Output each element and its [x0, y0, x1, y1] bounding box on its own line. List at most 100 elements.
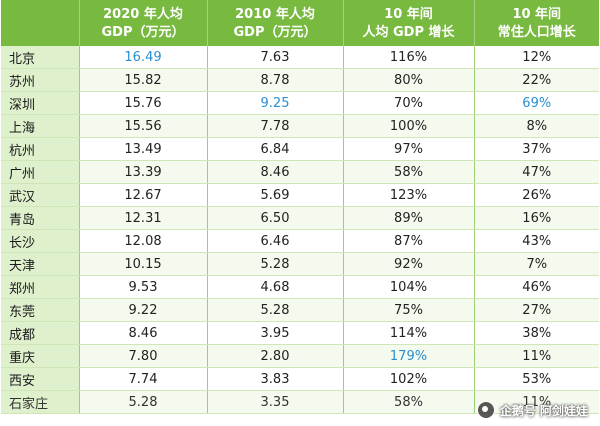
- gdp2010-cell: 2.80: [206, 344, 343, 368]
- pop-growth-cell: 69%: [473, 91, 599, 115]
- gdp-growth-cell: 80%: [342, 68, 474, 92]
- gdp2020-cell: 9.53: [78, 275, 207, 299]
- table-row: 广州 13.39 8.46 58% 47%: [1, 160, 599, 184]
- table-row: 重庆 7.80 2.80 179% 11%: [1, 344, 599, 368]
- table-body: 北京 16.49 7.63 116% 12% 苏州 15.82 8.78 80% 22% 深圳 15.…: [1, 46, 599, 414]
- table-row: 上海 15.56 7.78 100% 8%: [1, 114, 599, 138]
- header-gdp-growth-line1: 10 年间: [384, 7, 433, 22]
- gdp2020-cell: 13.39: [78, 160, 207, 184]
- gdp2010-cell: 7.78: [206, 114, 343, 138]
- header-gdp-2010-line2: GDP（万元）: [233, 25, 317, 40]
- pop-growth-cell: 53%: [473, 367, 599, 391]
- watermark: 企鹅号 阿剑娃娃: [476, 398, 588, 422]
- gdp2010-cell: 6.50: [206, 206, 343, 230]
- city-name-cell: 石家庄: [1, 390, 79, 414]
- table-row: 杭州 13.49 6.84 97% 37%: [1, 137, 599, 161]
- gdp2020-cell: 15.56: [78, 114, 207, 138]
- gdp2020-cell: 5.28: [78, 390, 207, 414]
- gdp2010-cell: 3.83: [206, 367, 343, 391]
- header-gdp-2020: 2020 年人均 GDP（万元）: [78, 0, 207, 46]
- gdp2020-cell: 12.67: [78, 183, 207, 207]
- header-pop-growth-line1: 10 年间: [512, 7, 562, 22]
- city-name-cell: 西安: [1, 367, 79, 391]
- penguin-logo-icon: [476, 401, 495, 419]
- pop-growth-cell: 12%: [473, 46, 599, 69]
- gdp-growth-cell: 100%: [342, 114, 474, 138]
- gdp2020-cell: 13.49: [78, 137, 207, 161]
- gdp2020-cell: 12.31: [78, 206, 207, 230]
- city-name-cell: 天津: [1, 252, 79, 276]
- gdp2010-cell: 7.63: [206, 46, 343, 69]
- gdp2010-cell: 3.35: [206, 390, 343, 414]
- table-row: 成都 8.46 3.95 114% 38%: [1, 321, 599, 345]
- gdp2010-cell: 8.78: [206, 68, 343, 92]
- gdp2010-cell: 6.46: [206, 229, 343, 253]
- table-row: 西安 7.74 3.83 102% 53%: [1, 367, 599, 391]
- watermark-text: 企鹅号 阿剑娃娃: [499, 403, 588, 418]
- gdp-growth-cell: 114%: [342, 321, 474, 345]
- pop-growth-cell: 26%: [473, 183, 599, 207]
- table-row: 苏州 15.82 8.78 80% 22%: [1, 68, 599, 92]
- gdp-growth-cell: 179%: [342, 344, 474, 368]
- gdp2010-cell: 8.46: [206, 160, 343, 184]
- city-name-cell: 杭州: [1, 137, 79, 161]
- pop-growth-cell: 8%: [473, 114, 599, 138]
- gdp-growth-cell: 87%: [342, 229, 474, 253]
- gdp2010-cell: 5.28: [206, 252, 343, 276]
- city-name-cell: 郑州: [1, 275, 79, 299]
- pop-growth-cell: 16%: [473, 206, 599, 230]
- gdp2010-cell: 3.95: [206, 321, 343, 345]
- gdp2010-cell: 9.25: [206, 91, 343, 115]
- pop-growth-cell: 7%: [473, 252, 599, 276]
- gdp2020-cell: 15.82: [78, 68, 207, 92]
- gdp-growth-cell: 58%: [342, 160, 474, 184]
- gdp2020-cell: 8.46: [78, 321, 207, 345]
- gdp2020-cell: 7.74: [78, 367, 207, 391]
- gdp2010-cell: 5.69: [206, 183, 343, 207]
- gdp-growth-cell: 123%: [342, 183, 474, 207]
- gdp2020-cell: 9.22: [78, 298, 207, 322]
- gdp-growth-cell: 75%: [342, 298, 474, 322]
- pop-growth-cell: 37%: [473, 137, 599, 161]
- table-row: 石家庄 5.28 3.35 58% 11%: [1, 390, 599, 414]
- header-gdp-2020-line1: 2020 年人均: [103, 7, 183, 22]
- gdp-growth-cell: 116%: [342, 46, 474, 69]
- gdp2020-cell: 12.08: [78, 229, 207, 253]
- gdp-growth-cell: 70%: [342, 91, 474, 115]
- gdp2010-cell: 5.28: [206, 298, 343, 322]
- pop-growth-cell: 47%: [473, 160, 599, 184]
- gdp-growth-cell: 89%: [342, 206, 474, 230]
- gdp-growth-cell: 97%: [342, 137, 474, 161]
- city-name-cell: 武汉: [1, 183, 79, 207]
- table-row: 东莞 9.22 5.28 75% 27%: [1, 298, 599, 322]
- gdp-comparison-table: 2020 年人均 GDP（万元） 2010 年人均 GDP（万元） 10 年间 …: [1, 0, 599, 414]
- table-row: 武汉 12.67 5.69 123% 26%: [1, 183, 599, 207]
- pop-growth-cell: 46%: [473, 275, 599, 299]
- header-pop-growth: 10 年间 常住人口增长: [473, 0, 599, 46]
- gdp2010-cell: 4.68: [206, 275, 343, 299]
- gdp2020-cell: 16.49: [78, 46, 207, 69]
- pop-growth-cell: 22%: [473, 68, 599, 92]
- pop-growth-cell: 27%: [473, 298, 599, 322]
- table-row: 天津 10.15 5.28 92% 7%: [1, 252, 599, 276]
- city-name-cell: 成都: [1, 321, 79, 345]
- pop-growth-cell: 11%: [473, 390, 599, 414]
- table-row: 青岛 12.31 6.50 89% 16%: [1, 206, 599, 230]
- pop-growth-cell: 11%: [473, 344, 599, 368]
- header-gdp-2010-line1: 2010 年人均: [235, 7, 315, 22]
- pop-growth-cell: 38%: [473, 321, 599, 345]
- header-gdp-2010: 2010 年人均 GDP（万元）: [206, 0, 343, 46]
- city-name-cell: 重庆: [1, 344, 79, 368]
- gdp2010-cell: 6.84: [206, 137, 343, 161]
- table-header-row: 2020 年人均 GDP（万元） 2010 年人均 GDP（万元） 10 年间 …: [1, 0, 599, 46]
- gdp-growth-cell: 58%: [342, 390, 474, 414]
- city-name-cell: 北京: [1, 46, 79, 69]
- gdp-growth-cell: 102%: [342, 367, 474, 391]
- gdp2020-cell: 10.15: [78, 252, 207, 276]
- city-name-cell: 青岛: [1, 206, 79, 230]
- gdp2020-cell: 7.80: [78, 344, 207, 368]
- city-name-cell: 深圳: [1, 91, 79, 115]
- header-gdp-growth-line2: 人均 GDP 增长: [362, 25, 455, 40]
- table-row: 北京 16.49 7.63 116% 12%: [1, 46, 599, 69]
